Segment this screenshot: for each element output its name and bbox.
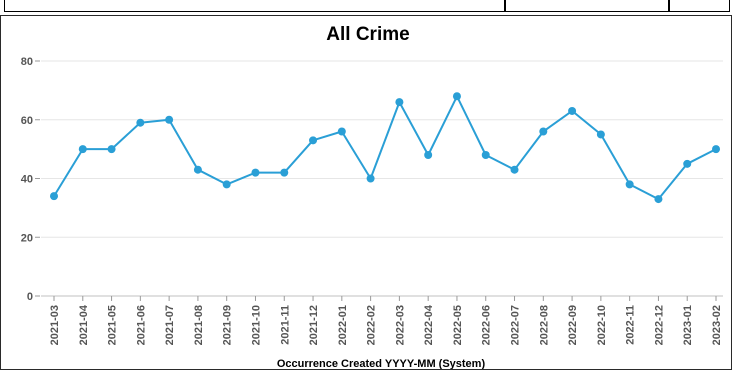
x-tick-label: 2021-11 bbox=[279, 305, 291, 345]
axes: 0 20 40 60 80 2021-03 2021-04 2021-05 2021-06 202… bbox=[21, 56, 723, 345]
x-tick-label: 2021-09 bbox=[222, 305, 234, 345]
data-point[interactable] bbox=[78, 145, 87, 154]
x-tick-label: 2022-04 bbox=[423, 304, 435, 345]
x-tick-label: 2023-01 bbox=[682, 305, 694, 345]
data-point[interactable] bbox=[481, 151, 490, 159]
x-tick-label: 2022-10 bbox=[596, 305, 608, 345]
x-tick-label: 2022-01 bbox=[337, 305, 349, 345]
data-point[interactable] bbox=[337, 127, 346, 136]
y-tick-label: 60 bbox=[21, 115, 33, 127]
x-tick-label: 2023-02 bbox=[711, 305, 723, 345]
x-tick-label: 2021-12 bbox=[308, 305, 320, 345]
x-tick-label: 2022-05 bbox=[452, 305, 464, 345]
series-polyline bbox=[53, 95, 717, 201]
data-point[interactable] bbox=[222, 180, 231, 189]
data-point[interactable] bbox=[193, 165, 202, 174]
data-point[interactable] bbox=[596, 130, 605, 139]
table-strip bbox=[0, 0, 732, 15]
data-point[interactable] bbox=[424, 151, 433, 159]
x-tick-label: 2022-11 bbox=[625, 305, 637, 345]
y-tick-label: 80 bbox=[21, 56, 33, 68]
x-tick-label: 2022-09 bbox=[567, 305, 579, 345]
x-tick-label: 2021-03 bbox=[49, 305, 61, 345]
data-point[interactable] bbox=[165, 115, 174, 124]
data-point[interactable] bbox=[539, 127, 548, 136]
data-point[interactable] bbox=[251, 168, 260, 177]
x-tick-label: 2021-04 bbox=[78, 304, 90, 345]
data-point[interactable] bbox=[452, 92, 461, 101]
x-tick-label: 2021-06 bbox=[135, 305, 147, 345]
line-chart: All Crime 0 20 40 60 80 2021-03 2021-04 2021-05… bbox=[21, 24, 723, 369]
x-axis-label: Occurrence Created YYYY-MM (System) bbox=[277, 358, 486, 369]
data-point[interactable] bbox=[309, 136, 318, 145]
x-tick-label: 2022-08 bbox=[538, 305, 550, 345]
data-point[interactable] bbox=[625, 180, 634, 189]
chart-title: All Crime bbox=[326, 24, 409, 45]
data-point[interactable] bbox=[683, 159, 692, 168]
data-point[interactable] bbox=[712, 145, 720, 154]
data-point[interactable] bbox=[107, 145, 116, 154]
x-tick-label: 2021-08 bbox=[193, 305, 205, 345]
table-cell-2 bbox=[504, 0, 670, 12]
x-tick-label: 2022-02 bbox=[366, 305, 378, 345]
data-point[interactable] bbox=[280, 168, 289, 177]
chart-frame: All Crime 0 20 40 60 80 2021-03 2021-04 2021-05… bbox=[0, 15, 732, 370]
x-tick-label: 2022-12 bbox=[653, 305, 665, 345]
data-point[interactable] bbox=[50, 192, 58, 201]
x-tick-label: 2022-03 bbox=[394, 305, 406, 345]
x-tick-label: 2021-07 bbox=[164, 305, 176, 345]
y-tick-label: 20 bbox=[21, 232, 33, 244]
y-tick-label: 0 bbox=[27, 291, 33, 303]
x-tick-label: 2022-06 bbox=[481, 305, 493, 345]
table-cell-3 bbox=[668, 0, 730, 12]
data-point[interactable] bbox=[510, 165, 519, 174]
series-line bbox=[53, 95, 717, 201]
x-tick-label: 2021-05 bbox=[107, 305, 119, 345]
table-cell-1 bbox=[4, 0, 506, 12]
data-point[interactable] bbox=[395, 98, 404, 107]
grid bbox=[41, 60, 723, 297]
data-point[interactable] bbox=[136, 118, 145, 127]
x-tick-label: 2022-07 bbox=[510, 305, 522, 345]
data-point[interactable] bbox=[654, 195, 663, 204]
data-point[interactable] bbox=[568, 106, 577, 115]
series-points bbox=[50, 92, 720, 204]
data-point[interactable] bbox=[366, 174, 375, 183]
y-tick-label: 40 bbox=[21, 174, 33, 186]
x-tick-label: 2021-10 bbox=[250, 305, 262, 345]
